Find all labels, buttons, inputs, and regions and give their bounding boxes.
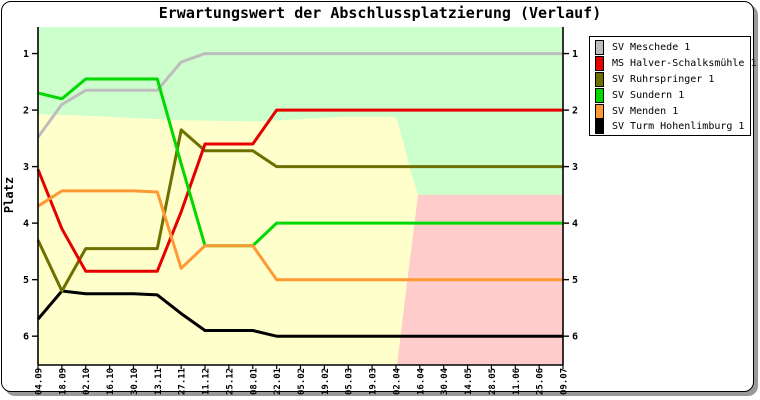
legend-swatch xyxy=(595,40,604,56)
x-tick-label: 30.04 xyxy=(440,367,450,395)
x-tick-label: 27.11 xyxy=(178,368,188,395)
y-tick-label: 2 xyxy=(572,106,578,117)
legend-item: SV Meschede 1 xyxy=(595,40,750,56)
legend-item: SV Ruhrspringer 1 xyxy=(595,71,750,88)
legend-item: SV Turm Hohenlimburg 1 xyxy=(595,119,750,135)
y-tick-label: 3 xyxy=(23,162,29,173)
series-line-sv-menden-1 xyxy=(37,189,563,282)
x-tick-label: 09.07 xyxy=(560,368,570,395)
series-line-ms-halver-schalksm-hle-1 xyxy=(36,108,563,273)
x-tick-label: 22.01 xyxy=(273,368,283,395)
x-tick-label: 02.10 xyxy=(82,368,92,395)
y-tick-label: 4 xyxy=(23,219,29,230)
y-tick-label: 5 xyxy=(572,275,578,286)
legend-swatch xyxy=(595,56,604,72)
series-line-sv-turm-hohenlimburg-1 xyxy=(36,289,563,338)
x-tick-label: 19.03 xyxy=(369,368,379,395)
legend-swatch xyxy=(595,103,604,119)
x-tick-label: 11.12 xyxy=(202,368,212,395)
series-line-sv-sundern-1 xyxy=(37,77,563,248)
y-tick-label: 1 xyxy=(572,49,578,60)
legend-label: SV Ruhrspringer 1 xyxy=(612,73,715,85)
x-tick-label: 04.09 xyxy=(35,368,45,395)
legend-item: SV Menden 1 xyxy=(595,103,750,119)
y-tick-label: 6 xyxy=(23,332,29,343)
legend-box: SV Meschede 1 MS Halver-Schalksmühle 1 S… xyxy=(589,36,757,136)
chart-title: Erwartungswert der Abschlussplatzierung … xyxy=(158,4,602,22)
x-tick-label: 08.01 xyxy=(249,368,259,395)
x-tick-label: 02.04 xyxy=(392,367,402,395)
x-tick-label: 25.06 xyxy=(536,368,546,395)
legend-swatch xyxy=(595,71,604,87)
legend-swatch xyxy=(595,87,604,103)
x-tick-label: 16.10 xyxy=(106,368,116,395)
x-tick-label: 30.10 xyxy=(130,368,140,395)
x-tick-label: 25.12 xyxy=(225,368,235,395)
legend-item: MS Halver-Schalksmühle 1 xyxy=(595,56,757,72)
legend-swatch xyxy=(595,119,604,135)
x-tick-label: 05.03 xyxy=(345,368,355,395)
x-tick-label: 28.05 xyxy=(488,368,498,395)
x-tick-label: 13.11 xyxy=(154,368,164,395)
y-tick-label: 2 xyxy=(23,106,29,117)
x-tick-label: 19.02 xyxy=(321,368,331,395)
x-tick-label: 11.06 xyxy=(512,368,522,395)
y-tick-label: 1 xyxy=(23,49,29,60)
y-tick-label: 6 xyxy=(572,332,578,343)
series-line-sv-meschede-1 xyxy=(36,52,563,139)
series-line-sv-ruhrspringer-1 xyxy=(36,128,563,293)
legend-label: SV Turm Hohenlimburg 1 xyxy=(612,121,745,133)
y-tick-label: 3 xyxy=(572,162,578,173)
legend-label: SV Menden 1 xyxy=(612,105,679,117)
y-tick-label: 5 xyxy=(23,275,29,286)
legend-label: SV Meschede 1 xyxy=(612,42,691,54)
x-tick-label: 16.04 xyxy=(416,367,426,395)
legend-item: SV Sundern 1 xyxy=(595,87,750,103)
y-tick-label: 4 xyxy=(572,219,578,230)
legend-label: SV Sundern 1 xyxy=(612,89,685,101)
legend-label: MS Halver-Schalksmühle 1 xyxy=(612,58,757,70)
x-tick-label: 18.09 xyxy=(58,368,68,395)
x-tick-label: 05.02 xyxy=(297,368,307,395)
x-tick-label: 14.05 xyxy=(464,368,474,395)
